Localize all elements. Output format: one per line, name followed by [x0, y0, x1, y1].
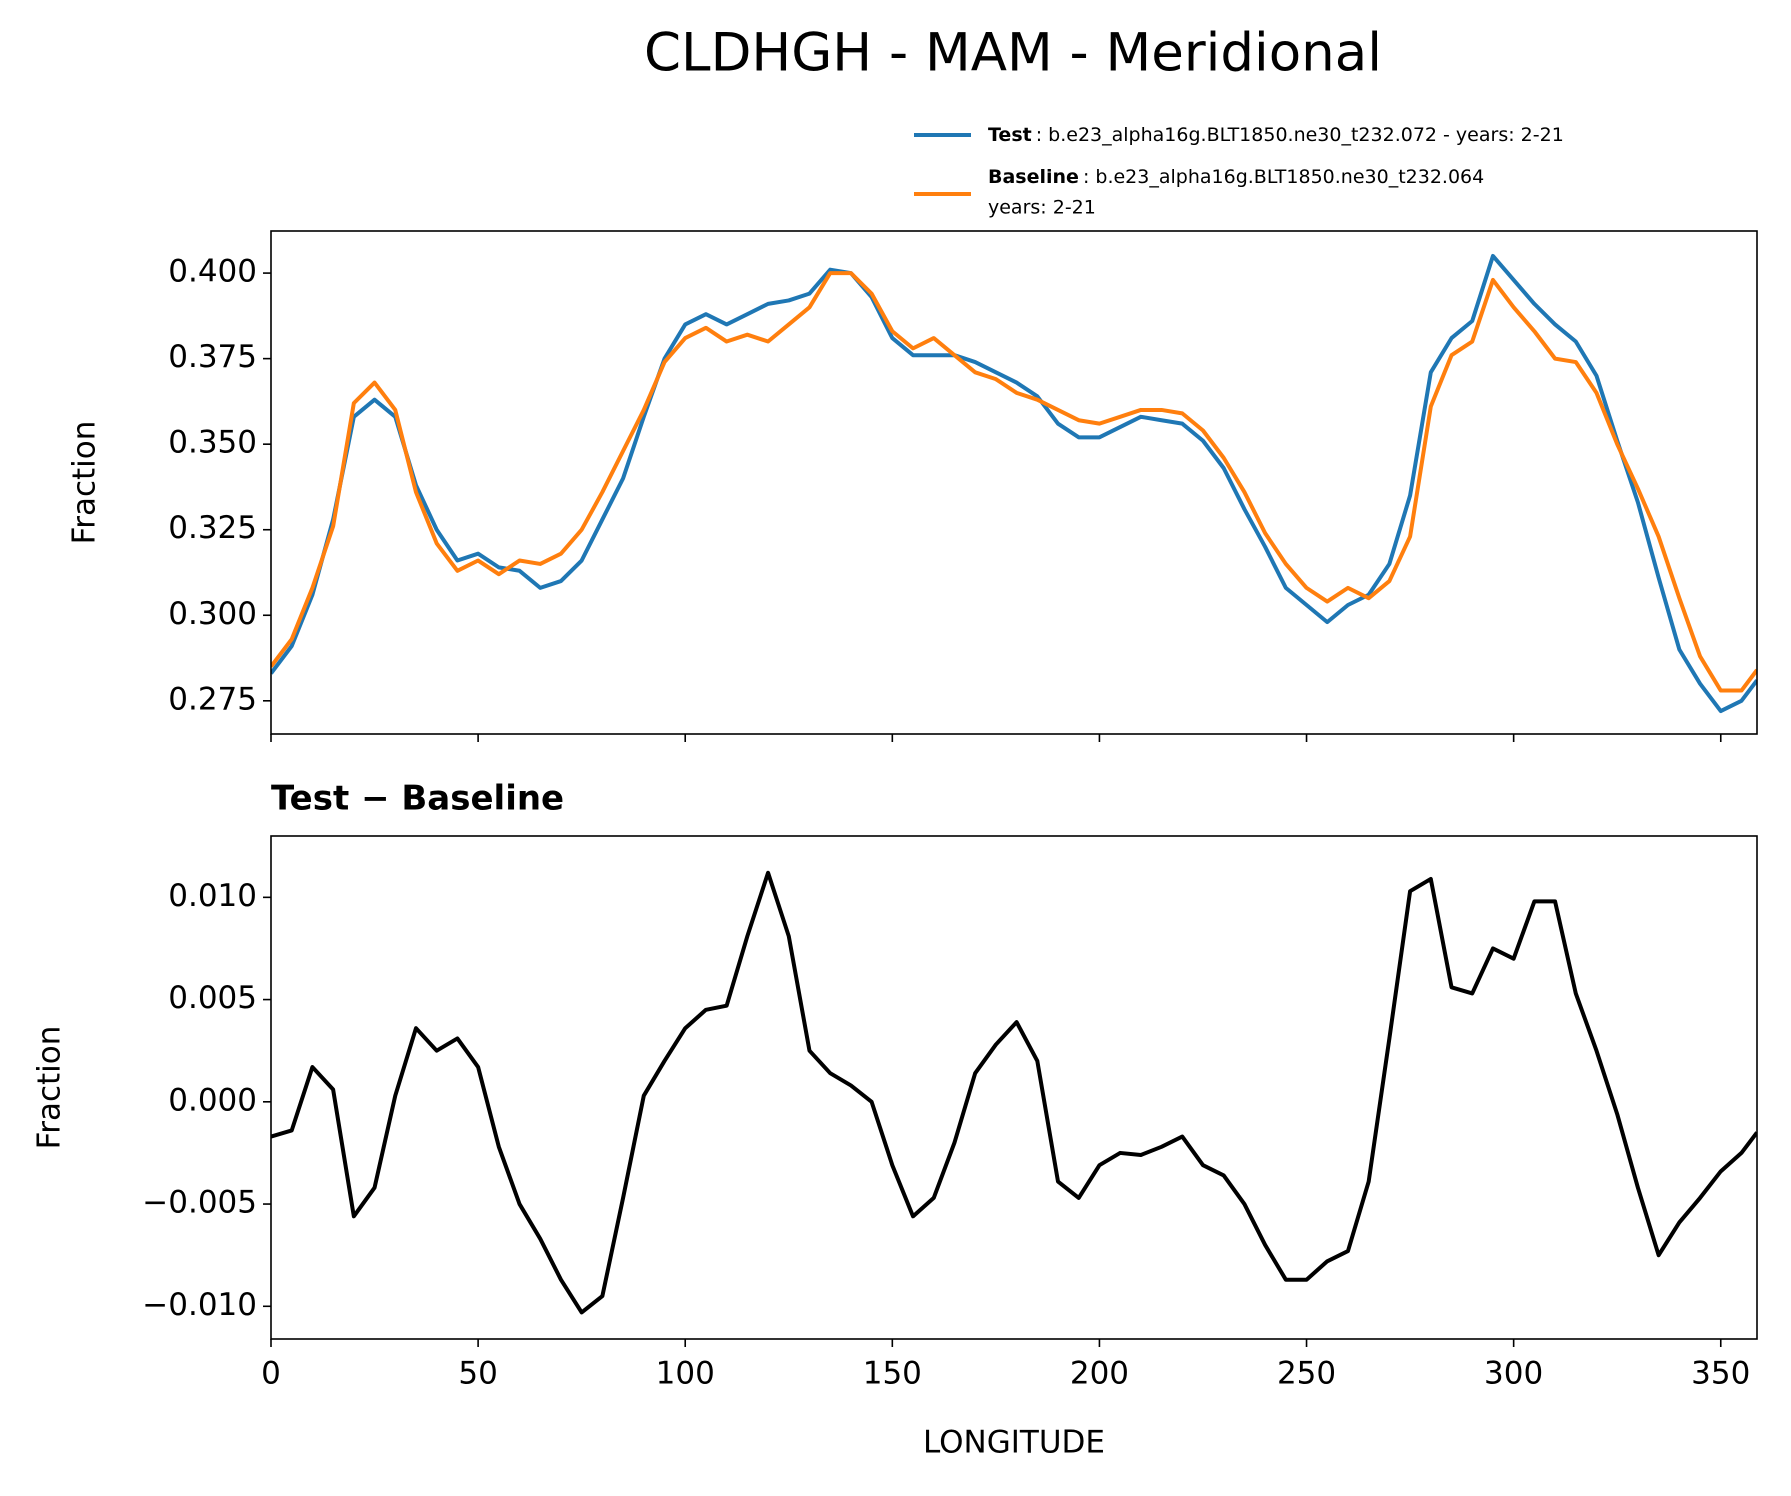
data-line	[271, 870, 1757, 1315]
x-axis-label: LONGITUDE	[923, 1425, 1105, 1461]
x-tick-label: 200	[1070, 1356, 1129, 1392]
x-tick-label: 50	[458, 1356, 497, 1392]
y-tick-label: 0.010	[168, 878, 257, 914]
legend-detail: : b.e23_alpha16g.BLT1850.ne30_t232.064	[1083, 166, 1484, 188]
data-line	[271, 253, 1757, 714]
data-line	[271, 271, 1757, 693]
legend-name: Test	[988, 124, 1032, 146]
y-tick-label: −0.005	[142, 1185, 257, 1221]
y-axis-label: Fraction	[32, 1026, 68, 1150]
x-tick-label: 150	[863, 1356, 922, 1392]
y-tick-label: 0.300	[168, 596, 257, 632]
legend-detail: : b.e23_alpha16g.BLT1850.ne30_t232.072 -…	[1036, 124, 1564, 146]
x-tick-label: 100	[656, 1356, 715, 1392]
y-tick-label: −0.010	[142, 1287, 257, 1323]
legend-label: Baseline: b.e23_alpha16g.BLT1850.ne30_t2…	[988, 166, 1484, 188]
axes-frame	[270, 230, 1758, 735]
x-tick-label: 250	[1277, 1356, 1336, 1392]
y-tick-label: 0.375	[168, 339, 257, 375]
axes-frame	[270, 835, 1758, 1340]
subplot-title: Test − Baseline	[271, 779, 564, 819]
y-tick-label: 0.350	[168, 425, 257, 461]
legend-name: Baseline	[988, 166, 1079, 188]
y-tick-label: 0.400	[168, 254, 257, 290]
y-tick-label: 0.325	[168, 510, 257, 546]
plot-area	[271, 870, 1757, 1315]
legend-detail-line: years: 2-21	[988, 197, 1096, 219]
chart-title: CLDHGH - MAM - Meridional	[644, 23, 1382, 84]
y-tick-label: 0.005	[168, 980, 257, 1016]
y-tick-label: 0.000	[168, 1082, 257, 1118]
x-tick-label: 300	[1484, 1356, 1543, 1392]
y-axis-label: Fraction	[67, 421, 103, 545]
legend-label: Test: b.e23_alpha16g.BLT1850.ne30_t232.0…	[988, 124, 1564, 146]
plot-area	[271, 253, 1757, 714]
x-tick-label: 0	[261, 1356, 281, 1392]
x-tick-label: 350	[1691, 1356, 1750, 1392]
y-tick-label: 0.275	[168, 681, 257, 717]
